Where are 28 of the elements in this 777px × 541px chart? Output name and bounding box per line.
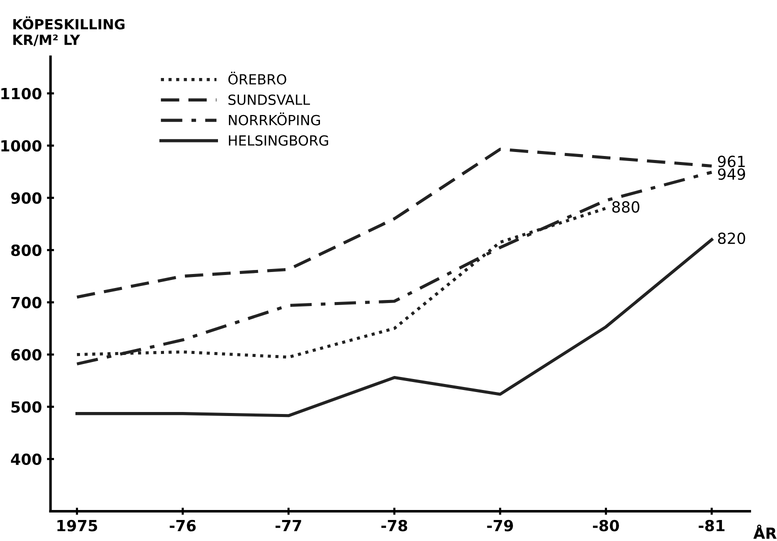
y-tick-label: 800 bbox=[11, 244, 42, 256]
legend-label: NORRKÖPING bbox=[228, 112, 320, 126]
x-tick-label: -80 bbox=[592, 520, 619, 532]
data-label: 820 bbox=[718, 232, 746, 244]
x-tick-label: -81 bbox=[698, 520, 724, 532]
y-tick-label: 400 bbox=[10, 453, 42, 466]
y-tick-label: 700 bbox=[11, 296, 42, 308]
legend-label: HELSINGBORG bbox=[228, 135, 328, 146]
x-tick-label: -79 bbox=[487, 520, 513, 532]
data-label: 880 bbox=[612, 201, 640, 213]
line-series bbox=[75, 170, 714, 366]
y-axis-title: KÖPESKILLING KR/M² LY bbox=[13, 16, 124, 46]
line-series bbox=[75, 238, 714, 418]
x-tick-label: -78 bbox=[381, 520, 408, 532]
x-tick-label: -76 bbox=[170, 520, 196, 532]
x-tick-label: 1975 bbox=[57, 520, 98, 532]
y-tick-label: 500 bbox=[11, 401, 42, 413]
x-axis-title: ÅR bbox=[753, 524, 777, 539]
legend-label: SUNDSVALL bbox=[228, 94, 310, 105]
y-tick-label: 1100 bbox=[1, 88, 42, 100]
line-series bbox=[75, 148, 714, 299]
y-tick-label: 900 bbox=[11, 192, 42, 204]
x-tick-label: -77 bbox=[276, 520, 302, 532]
legend-label: ÖREBRO bbox=[228, 72, 286, 85]
data-label: 961 bbox=[718, 156, 745, 168]
data-label: 949 bbox=[718, 168, 746, 180]
y-tick-label: 600 bbox=[11, 349, 42, 361]
y-tick-label: 1000 bbox=[1, 140, 42, 152]
